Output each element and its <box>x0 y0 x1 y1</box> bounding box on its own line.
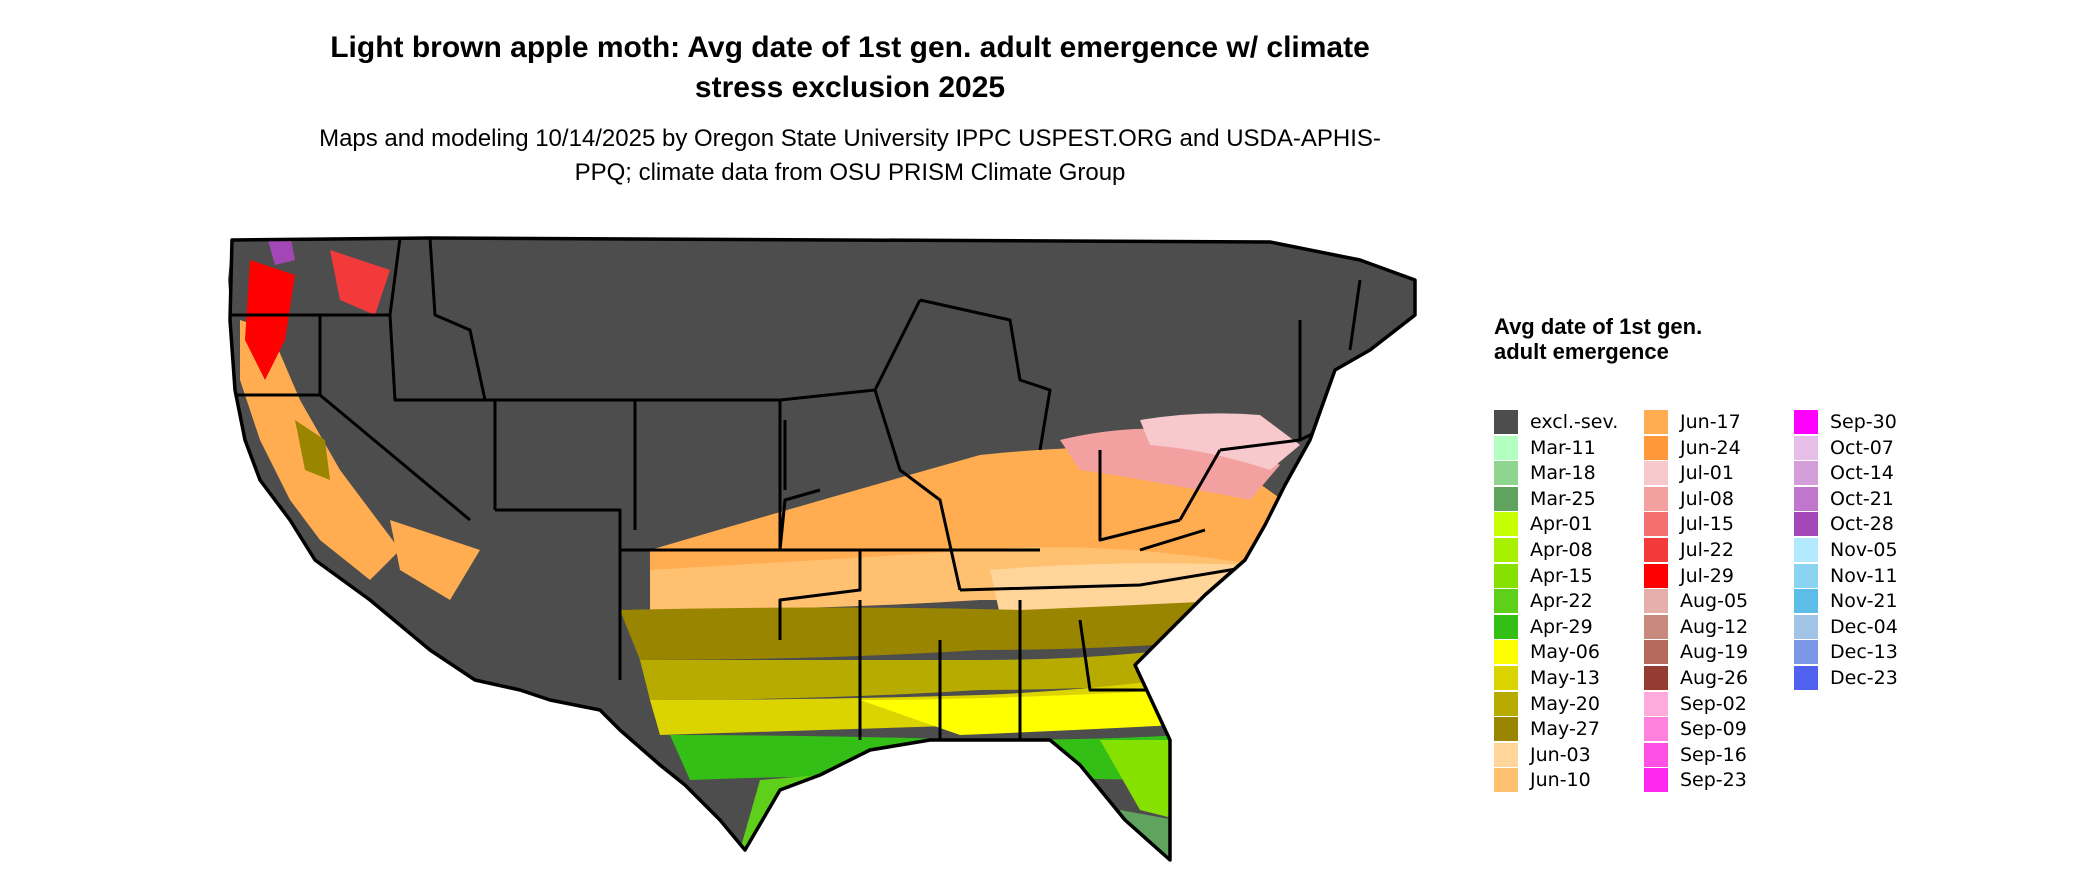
band-jul-01 <box>1140 413 1300 470</box>
band-apr-15 <box>1100 740 1180 820</box>
legend-label: May-13 <box>1530 666 1600 689</box>
legend-swatch <box>1494 461 1518 486</box>
legend-swatch <box>1794 665 1818 690</box>
legend-label: Dec-13 <box>1830 641 1898 664</box>
legend-label: Apr-15 <box>1530 564 1593 587</box>
legend-swatch <box>1644 537 1668 562</box>
legend-swatch <box>1644 614 1668 639</box>
legend-label: Oct-28 <box>1830 513 1894 536</box>
legend-swatch <box>1794 589 1818 614</box>
legend-swatch <box>1644 742 1668 767</box>
legend-label: Apr-29 <box>1530 615 1593 638</box>
legend-swatch <box>1794 537 1818 562</box>
band-jun-17 <box>650 447 1310 580</box>
legend-swatch <box>1794 563 1818 588</box>
legend-swatch <box>1644 665 1668 690</box>
legend-swatch <box>1794 640 1818 665</box>
legend-label: May-06 <box>1530 641 1600 664</box>
legend-swatch <box>1644 512 1668 537</box>
band-central-valley <box>295 420 330 480</box>
legend-label: Sep-30 <box>1830 411 1897 433</box>
band-sw-desert <box>390 520 480 600</box>
legend-label: Mar-18 <box>1530 462 1596 485</box>
legend-label: Mar-11 <box>1530 436 1596 459</box>
legend-swatch <box>1494 768 1518 793</box>
legend-label: Oct-07 <box>1830 436 1894 459</box>
band-may-20 <box>640 645 1210 700</box>
legend-swatch <box>1794 614 1818 639</box>
map-title: Light brown apple moth: Avg date of 1st … <box>330 31 1370 104</box>
legend-swatch <box>1644 563 1668 588</box>
legend-swatch <box>1644 640 1668 665</box>
legend-swatch <box>1494 410 1518 434</box>
legend-swatch <box>1494 537 1518 562</box>
legend-label: Jul-29 <box>1680 564 1734 587</box>
legend-label: Jun-17 <box>1680 411 1741 433</box>
legend-swatch <box>1644 691 1668 716</box>
map-subtitle: Maps and modeling 10/14/2025 by Oregon S… <box>319 125 1381 186</box>
legend-label: Oct-14 <box>1830 462 1894 485</box>
legend-swatch <box>1494 717 1518 742</box>
legend-swatch <box>1494 640 1518 665</box>
legend-label: Aug-05 <box>1680 590 1749 613</box>
legend-swatch <box>1644 435 1668 460</box>
legend-label: Dec-23 <box>1830 666 1898 689</box>
legend-swatch <box>1794 410 1818 434</box>
legend-label: Sep-02 <box>1680 692 1747 715</box>
us-emergence-map <box>228 236 1417 862</box>
legend-swatch <box>1494 742 1518 767</box>
legend-label: excl.-sev. <box>1530 411 1619 433</box>
legend-swatch <box>1494 512 1518 537</box>
state-borders <box>230 238 1362 740</box>
legend-label: Jul-22 <box>1680 538 1734 561</box>
legend-label: Jun-24 <box>1680 436 1741 459</box>
band-jul-22 <box>330 250 390 315</box>
legend-label: May-20 <box>1530 692 1600 715</box>
legend-label: Jun-03 <box>1530 743 1591 766</box>
legend-label: May-27 <box>1530 718 1600 741</box>
legend-label: Sep-09 <box>1680 718 1747 741</box>
legend-swatch <box>1494 435 1518 460</box>
legend-label: Oct-21 <box>1830 487 1894 510</box>
legend-swatch <box>1494 563 1518 588</box>
legend-label: Jul-01 <box>1680 462 1734 485</box>
legend-label: Aug-19 <box>1680 641 1749 664</box>
legend-swatch <box>1494 589 1518 614</box>
legend-label: Jul-15 <box>1680 513 1734 536</box>
legend-label: Aug-26 <box>1680 666 1749 689</box>
legend-swatch <box>1494 486 1518 511</box>
legend-label: Sep-16 <box>1680 743 1747 766</box>
band-jul-29 <box>245 260 295 380</box>
legend-label: Apr-08 <box>1530 538 1593 561</box>
legend-label: Sep-23 <box>1680 769 1747 792</box>
legend-swatch <box>1794 512 1818 537</box>
legend-label: Apr-01 <box>1530 513 1593 536</box>
legend-label: Apr-22 <box>1530 590 1593 613</box>
legend-swatch <box>1644 410 1668 434</box>
legend-swatch <box>1794 435 1818 460</box>
legend-label: Mar-25 <box>1530 487 1596 510</box>
legend-swatch <box>1644 461 1668 486</box>
legend-label: Aug-12 <box>1680 615 1749 638</box>
legend-label: Nov-21 <box>1830 590 1898 613</box>
legend-swatch <box>1644 768 1668 793</box>
legend-swatch <box>1794 486 1818 511</box>
legend-label: Nov-05 <box>1830 538 1898 561</box>
legend-swatch <box>1644 717 1668 742</box>
legend-swatch <box>1644 589 1668 614</box>
us-outline <box>228 236 1417 862</box>
band-mar-25 <box>1120 810 1175 860</box>
legend-swatch <box>1794 461 1818 486</box>
legend-swatch <box>1494 614 1518 639</box>
legend-swatch <box>1494 665 1518 690</box>
legend-label: Jul-08 <box>1680 487 1734 510</box>
legend-label: Dec-04 <box>1830 615 1898 638</box>
legend-swatch <box>1644 486 1668 511</box>
legend-label: Jun-10 <box>1530 769 1591 792</box>
legend-label: Nov-11 <box>1830 564 1898 587</box>
legend-title: Avg date of 1st gen. adult emergence <box>1494 314 1703 364</box>
legend-swatch <box>1494 691 1518 716</box>
